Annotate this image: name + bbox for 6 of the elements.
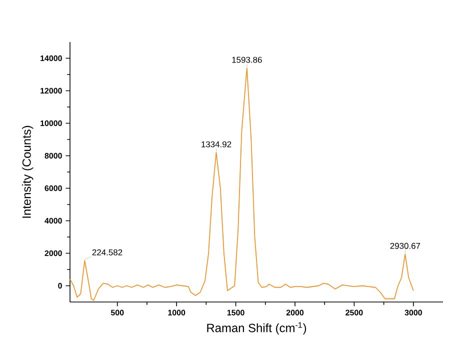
annotation: 224.582 <box>92 249 122 256</box>
annotation: 1593.86 <box>232 56 262 63</box>
y-axis-title: Intensity (Counts) <box>22 126 34 218</box>
annotation: 1334.92 <box>202 141 232 148</box>
x-axis-title: Raman Shift (cm$^{-1}$) <box>207 322 306 335</box>
annotation: 2930.67 <box>390 242 420 249</box>
